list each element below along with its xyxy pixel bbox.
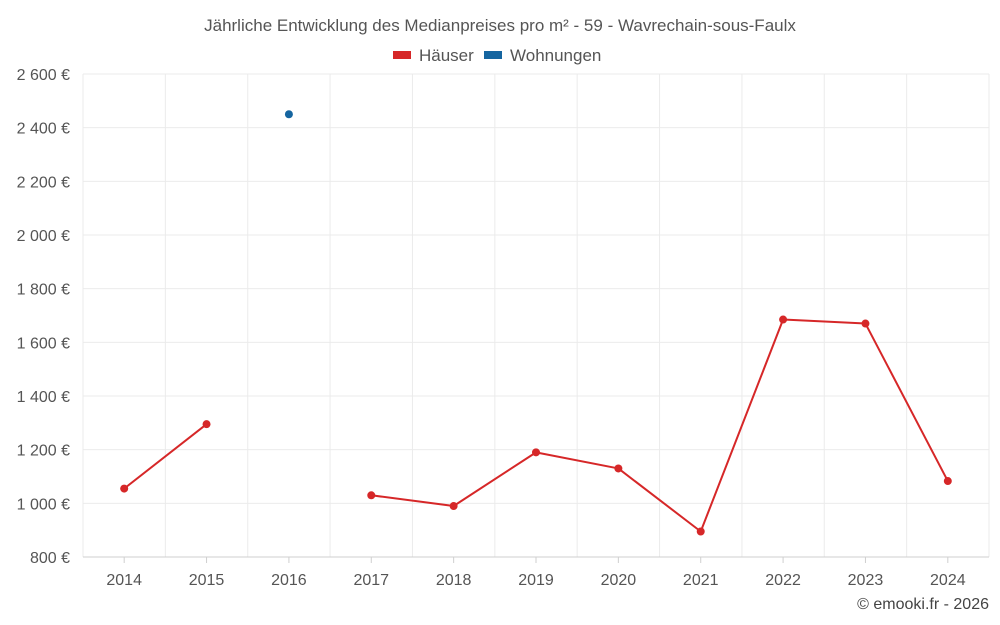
data-point[interactable]: [943, 477, 952, 486]
x-tick-label: 2021: [683, 572, 719, 589]
x-tick-label: 2017: [353, 572, 389, 589]
data-point[interactable]: [449, 502, 458, 511]
data-point[interactable]: [367, 491, 376, 500]
x-tick-label: 2024: [930, 572, 966, 589]
series: [120, 110, 952, 536]
x-tick-label: 2019: [518, 572, 554, 589]
data-point[interactable]: [614, 464, 623, 473]
legend-swatch-wohnungen: [484, 51, 502, 59]
data-point[interactable]: [284, 110, 293, 119]
series-wohnungen: [284, 110, 293, 119]
legend-item-wohnungen[interactable]: Wohnungen: [484, 46, 601, 65]
y-tick-label: 2 200 €: [17, 174, 70, 191]
legend-item-haeuser[interactable]: Häuser: [393, 46, 474, 65]
legend-label-haeuser: Häuser: [419, 46, 474, 65]
y-tick-label: 2 600 €: [17, 67, 70, 84]
series-line-segment: [617, 467, 702, 533]
x-tick-label: 2023: [848, 572, 884, 589]
legend: Häuser Wohnungen: [393, 46, 601, 65]
series-line-segment: [370, 494, 455, 508]
x-tick-label: 2016: [271, 572, 307, 589]
y-tick-label: 2 000 €: [17, 228, 70, 245]
data-point[interactable]: [861, 319, 870, 328]
grid: [82, 73, 990, 557]
x-tick-label: 2020: [601, 572, 637, 589]
series-line-segment: [123, 423, 208, 490]
series-line-segment: [864, 322, 949, 483]
y-tick-label: 1 200 €: [17, 443, 70, 460]
y-tick-label: 1 600 €: [17, 335, 70, 352]
axes: 800 € 1 000 € 1 200 € 1 400 € 1 600 € 1 800 €…: [17, 67, 989, 589]
y-tick-label: 1 800 €: [17, 282, 70, 299]
chart-title: Jährliche Entwicklung des Medianpreises …: [204, 16, 796, 35]
x-tick-label: 2015: [189, 572, 225, 589]
series-line-segment: [699, 318, 785, 533]
data-point[interactable]: [779, 315, 788, 324]
legend-label-wohnungen: Wohnungen: [510, 46, 601, 65]
data-point[interactable]: [120, 484, 129, 493]
series-line-segment: [782, 318, 867, 325]
data-point[interactable]: [696, 527, 705, 536]
series-line-segment: [535, 451, 620, 470]
x-tick-label: 2022: [765, 572, 801, 589]
data-point[interactable]: [202, 420, 211, 429]
y-tick-label: 1 000 €: [17, 496, 70, 513]
series-haeuser: [120, 315, 952, 536]
credit-text: © emooki.fr - 2026: [857, 596, 989, 613]
data-point[interactable]: [532, 448, 540, 457]
y-tick-label: 1 400 €: [17, 389, 70, 406]
x-tick-label: 2014: [106, 572, 142, 589]
y-tick-label: 800 €: [30, 550, 70, 567]
y-tick-label: 2 400 €: [17, 121, 70, 138]
series-line-segment: [452, 451, 537, 508]
x-tick-label: 2018: [436, 572, 472, 589]
legend-swatch-haeuser: [393, 51, 411, 59]
